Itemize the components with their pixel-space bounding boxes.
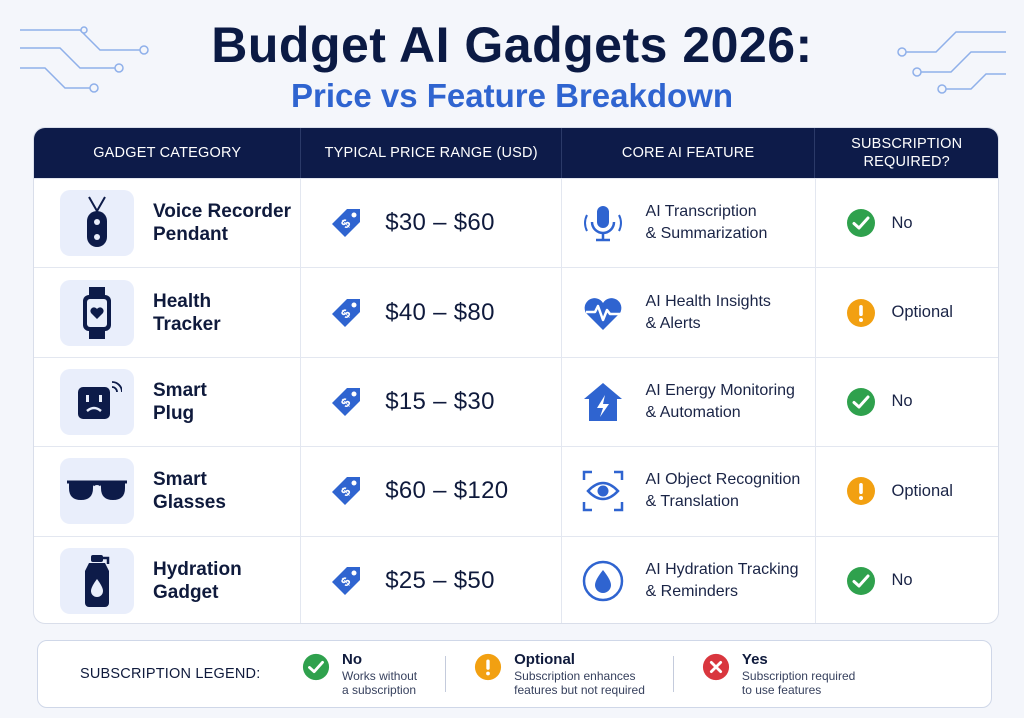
circuit-decoration-right [897, 31, 1006, 94]
subscription-status: Optional [891, 481, 953, 500]
price-range: $30 – $60 [385, 209, 495, 237]
price-tag-icon: $ [332, 477, 361, 506]
page-subtitle: Price vs Feature Breakdown [290, 77, 734, 114]
table-row: Hydration Gadget $ $25 – $50 AI Hydration… [34, 535, 998, 623]
subscription-status: No [891, 213, 913, 232]
price-tag-icon: $ [332, 298, 361, 327]
price-range: $40 – $80 [385, 298, 495, 326]
subscription-status: Optional [891, 303, 953, 322]
table-header: GADGET CATEGORY TYPICAL PRICE RANGE (USD… [34, 128, 998, 178]
price-tag-icon: $ [332, 566, 361, 595]
subscription-status: No [891, 392, 913, 411]
price-range: $60 – $120 [385, 477, 509, 505]
category-name: Smart Glasses [153, 469, 226, 514]
table-row: Voice Recorder Pendant $ $30 – $60 AI Tra… [34, 178, 998, 268]
eye-scan-icon [580, 468, 626, 514]
category-name: Hydration Gadget [153, 558, 242, 603]
legend-title: SUBSCRIPTION LEGEND: [80, 666, 261, 682]
table-row: Smart Plug $ $15 – $30 AI Energy Monitori… [34, 356, 998, 447]
microphone-icon [580, 200, 626, 246]
category-name: Smart Plug [153, 379, 207, 424]
subscription-status: No [891, 571, 913, 590]
energy-home-icon [580, 379, 626, 425]
feature-text: AI Health Insights & Alerts [645, 292, 771, 332]
heartbeat-icon [580, 290, 626, 336]
check-icon [846, 387, 875, 416]
legend-description: Subscription required to use features [741, 669, 856, 697]
comparison-table: GADGET CATEGORY TYPICAL PRICE RANGE (USD… [33, 127, 999, 624]
water-drop-icon [580, 558, 626, 604]
legend-item-optional: Optional Subscription enhances features b… [474, 651, 645, 697]
page-title: Budget AI Gadgets 2026: [211, 17, 813, 73]
feature-text: AI Transcription & Summarization [645, 203, 768, 243]
legend-description: Works without a subscription [342, 669, 418, 697]
exclamation-icon [846, 477, 875, 506]
legend-label: Yes [741, 651, 768, 668]
header-core-feature: CORE AI FEATURE [562, 128, 816, 178]
category-name: Voice Recorder Pendant [153, 201, 291, 246]
header-gadget-category: GADGET CATEGORY [34, 128, 302, 178]
glasses-icon [60, 458, 134, 525]
price-range: $15 – $30 [385, 387, 495, 415]
check-icon [846, 566, 875, 595]
cross-icon [702, 653, 729, 681]
legend-item-yes: Yes Subscription required to use features [702, 651, 855, 697]
header-price-range: TYPICAL PRICE RANGE (USD) [301, 128, 562, 178]
price-tag-icon: $ [332, 387, 361, 416]
legend-divider [672, 656, 674, 692]
table-row: Smart Glasses $ $60 – $120 AI Object Reco… [34, 446, 998, 536]
circuit-decoration-left [20, 26, 149, 93]
price-tag-icon: $ [332, 209, 361, 238]
header-subscription-label: SUBSCRIPTION REQUIRED? [851, 136, 963, 170]
feature-text: AI Hydration Tracking & Reminders [645, 560, 799, 600]
legend-item-no: No Works without a subscription [302, 651, 417, 697]
legend-description: Subscription enhances features but not re… [514, 669, 645, 697]
water-bottle-icon [60, 547, 134, 614]
category-name: Health Tracker [153, 290, 221, 335]
check-icon [846, 209, 875, 238]
smartwatch-icon [60, 279, 134, 346]
exclamation-icon [846, 298, 875, 327]
legend-divider [445, 656, 447, 692]
subscription-legend: SUBSCRIPTION LEGEND: No Works without a s… [37, 640, 992, 708]
pendant-icon [60, 190, 134, 257]
check-icon [302, 653, 330, 681]
header-subscription: SUBSCRIPTION REQUIRED? [815, 128, 998, 178]
feature-text: AI Energy Monitoring & Automation [645, 381, 795, 421]
price-range: $25 – $50 [385, 566, 495, 594]
table-row: Health Tracker $ $40 – $80 AI Health Insi… [34, 267, 998, 357]
smart-plug-icon [60, 368, 134, 435]
feature-text: AI Object Recognition & Translation [645, 471, 801, 511]
legend-label: Optional [514, 651, 575, 668]
exclamation-icon [475, 653, 502, 681]
legend-label: No [342, 651, 362, 668]
